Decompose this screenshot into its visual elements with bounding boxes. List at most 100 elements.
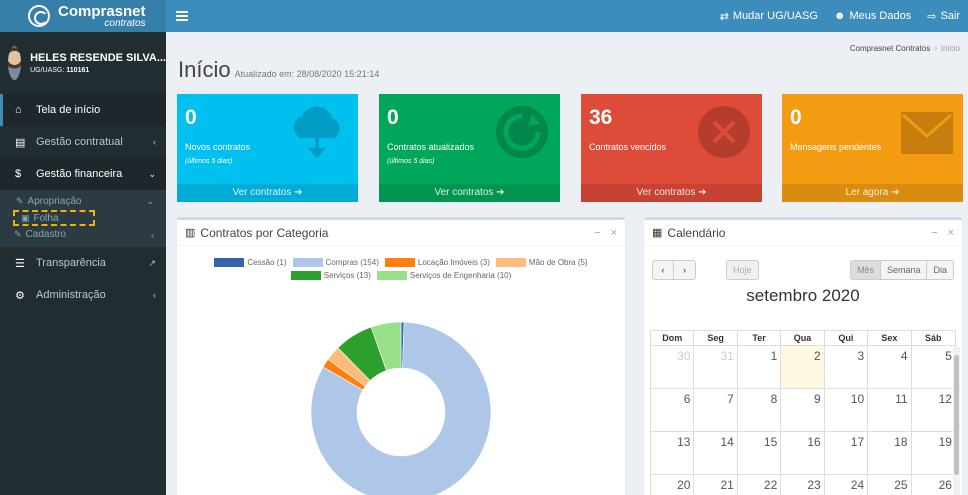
calendar-day[interactable]: 31 <box>694 346 738 388</box>
calendar-day[interactable]: 15 <box>738 432 782 474</box>
gears-icon: ⚙ <box>15 289 25 302</box>
chevron-left-icon: ‹ <box>151 229 154 240</box>
calendar-day[interactable]: 10 <box>825 389 869 431</box>
legend-item[interactable]: Compras (154) <box>292 258 379 267</box>
calendar-day[interactable]: 14 <box>694 432 738 474</box>
calendar-day[interactable]: 5 <box>945 349 952 363</box>
calendar-day[interactable]: 3 <box>825 346 869 388</box>
sidebar-item-home[interactable]: ⌂ Tela de início <box>0 94 166 126</box>
card-link[interactable]: Ver contratos ➔ <box>177 184 358 202</box>
legend-swatch <box>292 258 323 267</box>
calendar-day[interactable]: 18 <box>868 432 912 474</box>
my-data-link[interactable]: ☻ Meus Dados <box>826 10 919 22</box>
donut-slice-compras[interactable] <box>310 321 492 495</box>
user-panel: HELES RESENDE SILVA... UG/UASG: 110161 <box>0 32 166 94</box>
card-expired-contracts: 36 Contratos vencidos Ver contratos ➔ <box>581 94 762 202</box>
legend-row: Cessão (1) Compras (154) Locação Imóveis (… <box>177 258 625 267</box>
calendar-day[interactable]: 11 <box>868 389 912 431</box>
sidebar-item-label: Administração <box>36 289 106 301</box>
calendar-day[interactable]: 17 <box>825 432 869 474</box>
weekday-label: Qua <box>781 331 825 346</box>
user-name: HELES RESENDE SILVA... <box>30 52 166 64</box>
external-link-icon: ↗ <box>148 257 156 268</box>
card-link[interactable]: Ver contratos ➔ <box>379 184 560 202</box>
legend-label: Serviços de Engenharia (10) <box>409 271 512 280</box>
envelope-icon <box>901 112 953 154</box>
calendar-day[interactable]: 19 <box>938 435 952 449</box>
subitem-label: Cadastro <box>25 229 67 240</box>
cloud-download-icon <box>293 106 340 158</box>
top-navbar: ⇄ Mudar UG/UASG ☻ Meus Dados ⇨ Sair <box>166 0 968 32</box>
calendar-day[interactable]: 23 <box>781 475 825 495</box>
card-link[interactable]: Ler agora ➔ <box>782 184 963 202</box>
calendar-week: 30 31 1 2 3 4 5 <box>650 346 956 389</box>
calendar-day[interactable]: 12 <box>938 392 952 406</box>
breadcrumb-root[interactable]: Comprasnet Contratos <box>849 44 931 53</box>
bar-chart-icon: ▥ <box>185 227 196 239</box>
calendar-day[interactable]: 9 <box>781 389 825 431</box>
calendar-scrollbar[interactable] <box>953 347 960 495</box>
calendar-day[interactable]: 30 <box>651 346 695 388</box>
calendar-day[interactable]: 13 <box>651 432 695 474</box>
calendar-prev-button[interactable]: ‹ <box>652 260 674 280</box>
calendar-day[interactable]: 7 <box>694 389 738 431</box>
legend-item[interactable]: Cessão (1) <box>214 258 287 267</box>
close-button[interactable]: × <box>610 226 617 239</box>
close-button[interactable]: × <box>947 226 954 239</box>
sidebar-item-administration[interactable]: ⚙ Administração ‹ <box>0 279 166 311</box>
sidebar-item-financial-management[interactable]: $ Gestão financeira ⌄ <box>0 158 166 190</box>
sidebar-item-transparency[interactable]: ☰ Transparência ↗ <box>0 247 166 279</box>
minimize-button[interactable]: − <box>931 226 938 239</box>
minimize-button[interactable]: − <box>594 226 601 239</box>
logout-link[interactable]: ⇨ Sair <box>919 10 968 23</box>
calendar-day[interactable]: 16 <box>781 432 825 474</box>
calendar-view-switch: Mês Semana Dia <box>849 260 954 280</box>
calendar-day[interactable]: 24 <box>825 475 869 495</box>
legend-label: Serviços (13) <box>323 271 371 280</box>
calendar-day[interactable]: 25 <box>868 475 912 495</box>
box-header: ▥ Contratos por Categoria − × <box>177 220 625 246</box>
calendar-day[interactable]: 6 <box>651 389 695 431</box>
subitem-label: Apropriação <box>27 196 82 207</box>
calendar-box: ▦ Calendário − × ‹ › Hoje Mês Semana Dia… <box>644 217 962 495</box>
user-circle-icon: ☻ <box>833 10 846 22</box>
card-link[interactable]: Ver contratos ➔ <box>581 184 762 202</box>
calendar-day[interactable]: 20 <box>651 475 695 495</box>
logout-label: Sair <box>940 10 960 22</box>
legend-label: Compras (154) <box>325 258 379 267</box>
calendar-day[interactable]: 8 <box>738 389 782 431</box>
calendar-today-button[interactable]: Hoje <box>726 260 759 280</box>
sidebar-subitem-cadastro[interactable]: ✎ Cadastro ‹ <box>0 226 166 243</box>
menu-toggle-icon[interactable] <box>176 11 188 21</box>
weekday-label: Seg <box>694 331 738 346</box>
calendar-month-title: setembro 2020 <box>746 286 860 305</box>
my-data-label: Meus Dados <box>849 10 912 22</box>
calendar-day[interactable]: 22 <box>738 475 782 495</box>
calendar-day[interactable]: 4 <box>868 346 912 388</box>
breadcrumb-current: Início <box>940 44 960 53</box>
calendar-view-month[interactable]: Mês <box>849 260 881 280</box>
card-updated-contracts: 0 Contratos atualizados (últimos 5 dias)… <box>379 94 560 202</box>
sidebar-item-contract-management[interactable]: ▤ Gestão contratual ‹ <box>0 126 166 158</box>
app-logo[interactable]: Comprasnet contratos <box>0 0 166 32</box>
sign-out-icon: ⇨ <box>927 10 937 23</box>
donut-slice-servi-os-de-engenharia[interactable] <box>370 321 402 371</box>
calendar-day[interactable]: 21 <box>694 475 738 495</box>
calendar-day[interactable]: 26 <box>938 478 952 492</box>
card-value: 0 <box>185 106 197 129</box>
switch-ug-link[interactable]: ⇄ Mudar UG/UASG <box>712 10 826 23</box>
calendar-view-week[interactable]: Semana <box>880 260 928 280</box>
legend-item[interactable]: Locação Imóveis (3) <box>384 258 490 267</box>
calendar-next-button[interactable]: › <box>674 260 696 280</box>
legend-swatch <box>290 271 321 280</box>
legend-item[interactable]: Mão de Obra (5) <box>495 258 588 267</box>
legend-item[interactable]: Serviços de Engenharia (10) <box>376 271 512 280</box>
calendar-day[interactable]: 1 <box>738 346 782 388</box>
calendar-nav: ‹ › <box>652 260 696 280</box>
calendar-view-day[interactable]: Dia <box>927 260 954 280</box>
calendar-day[interactable]: 2 <box>781 346 825 388</box>
sidebar-subitem-apropriacao[interactable]: ✎ Apropriação ⌄ <box>0 193 166 210</box>
sidebar-subitem-folha[interactable]: ▣ Folha <box>13 210 95 226</box>
legend-item[interactable]: Serviços (13) <box>290 271 371 280</box>
weekday-label: Dom <box>651 331 695 346</box>
